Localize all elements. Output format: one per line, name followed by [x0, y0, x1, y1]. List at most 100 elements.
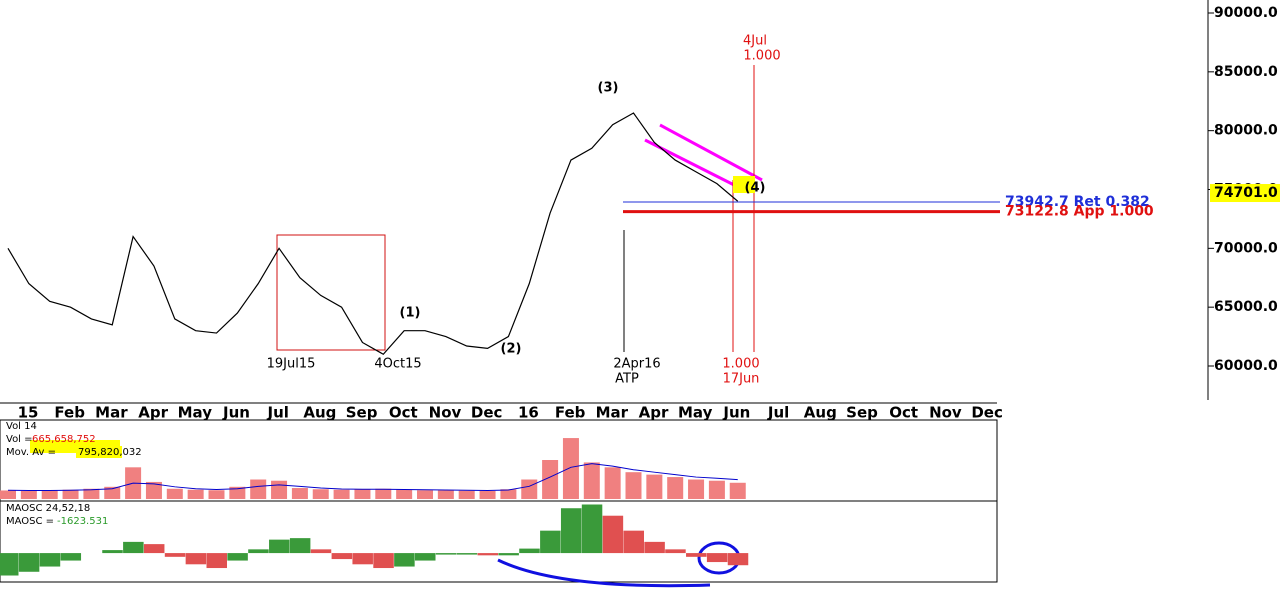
- annotation: 4Oct15: [374, 357, 421, 372]
- maosc-bar: [39, 553, 61, 567]
- volume-bar: [375, 488, 392, 499]
- maosc-title: MAOSC 24,52,18: [6, 503, 90, 514]
- volume-bar: [396, 489, 413, 499]
- volume-bar: [187, 489, 204, 499]
- x-tick-label: Sep: [346, 404, 378, 422]
- x-tick-label: Oct: [389, 404, 418, 422]
- x-tick-label: 15: [18, 404, 39, 422]
- level-label: 73942.7 Ret 0.382: [1005, 194, 1150, 210]
- volume-bar: [521, 479, 538, 499]
- vol-title: Vol 14: [6, 421, 37, 432]
- y-tick-label: 70000.0: [1214, 240, 1278, 256]
- x-tick-label: Feb: [555, 404, 586, 422]
- maosc-bar: [706, 553, 728, 563]
- volume-bar: [41, 490, 58, 499]
- last-price-bg: [1210, 184, 1280, 203]
- x-tick-label: Dec: [471, 404, 503, 422]
- maosc-bar: [102, 550, 123, 554]
- mov-av-line: [7, 463, 738, 491]
- maosc-bar: [560, 508, 582, 554]
- x-tick-label: Oct: [889, 404, 918, 422]
- price-line: [7, 112, 739, 355]
- volume-bar: [646, 474, 663, 499]
- maosc-bar: [435, 553, 457, 555]
- maosc-bar: [373, 553, 394, 569]
- volume-bar: [104, 486, 121, 499]
- annotation: 4Jul: [743, 34, 767, 49]
- maosc-bar: [665, 549, 686, 554]
- volume-bar: [20, 490, 37, 499]
- volume-bar: [708, 480, 725, 499]
- x-tick-label: Nov: [929, 404, 962, 422]
- volume-bar: [583, 462, 600, 499]
- legend: MAOSC =: [6, 516, 54, 527]
- maosc-bar: [477, 553, 499, 556]
- maosc-bar: [456, 553, 478, 555]
- maosc-bar: [581, 504, 603, 554]
- highlight: [733, 176, 755, 193]
- annotation: 17Jun: [723, 372, 760, 387]
- volume-bar: [333, 489, 350, 499]
- volume-bar: [166, 488, 183, 499]
- maosc-bar: [686, 553, 707, 557]
- maosc-bar: [519, 548, 540, 554]
- volume-bar: [625, 472, 642, 499]
- annotation: (3): [598, 81, 619, 96]
- volume-bar: [667, 477, 684, 499]
- maosc-bar: [227, 553, 248, 561]
- volume-bar: [250, 479, 267, 499]
- volume-bar: [729, 482, 746, 499]
- maosc-bar: [269, 539, 290, 554]
- volume-bar: [62, 489, 79, 499]
- volume-bar: [0, 490, 16, 499]
- y-tick-label: 80000.0: [1214, 123, 1278, 139]
- maosc-bar: [248, 549, 269, 554]
- annotation: 1.000: [743, 49, 780, 64]
- maosc-bar: [164, 553, 186, 557]
- maosc-bar: [143, 544, 165, 554]
- maosc-bar: [289, 538, 311, 554]
- x-tick-label: Aug: [303, 404, 336, 422]
- maosc-bar: [310, 549, 332, 554]
- y-tick-label: 85000.0: [1214, 64, 1278, 80]
- volume-bar: [604, 467, 621, 499]
- maosc-bar: [206, 553, 227, 569]
- y-tick-label: 65000.0: [1214, 299, 1278, 315]
- maosc-bar: [0, 553, 19, 576]
- volume-bar: [479, 490, 496, 499]
- volume-bar: [354, 489, 371, 499]
- volume-bar: [145, 481, 162, 499]
- x-tick-label: Dec: [971, 404, 1003, 422]
- x-tick-label: Nov: [429, 404, 462, 422]
- x-tick-label: Aug: [804, 404, 837, 422]
- annotation: (2): [501, 342, 522, 357]
- x-tick-label: Apr: [138, 404, 168, 422]
- maosc-bar: [498, 553, 519, 556]
- maosc-bar: [623, 530, 644, 554]
- volume-bar: [208, 490, 225, 499]
- maosc-bar: [60, 553, 82, 561]
- volume-bar: [500, 489, 517, 499]
- maosc-bar: [415, 553, 436, 561]
- volume-bar: [312, 489, 329, 499]
- maosc-bar: [602, 515, 624, 554]
- curve-mark: [497, 558, 711, 588]
- x-tick-label: 16: [518, 404, 539, 422]
- range-box: [276, 234, 386, 351]
- volume-bar: [271, 480, 288, 499]
- maosc-bar: [644, 541, 665, 554]
- maosc-bar: [540, 530, 561, 554]
- maosc-panel: [0, 500, 998, 583]
- volume-bar: [417, 490, 433, 499]
- maosc-bar: [352, 553, 373, 565]
- annotation: 1.000: [722, 357, 759, 372]
- maosc-bar: [331, 553, 353, 560]
- volume-bar: [562, 438, 579, 499]
- legend-value: 795,820,032: [78, 447, 142, 458]
- x-tick-label: Jun: [222, 404, 250, 422]
- x-tick-label: May: [678, 404, 713, 422]
- x-tick-label: Feb: [54, 404, 85, 422]
- volume-bar: [437, 490, 454, 499]
- channel-top: [659, 123, 763, 182]
